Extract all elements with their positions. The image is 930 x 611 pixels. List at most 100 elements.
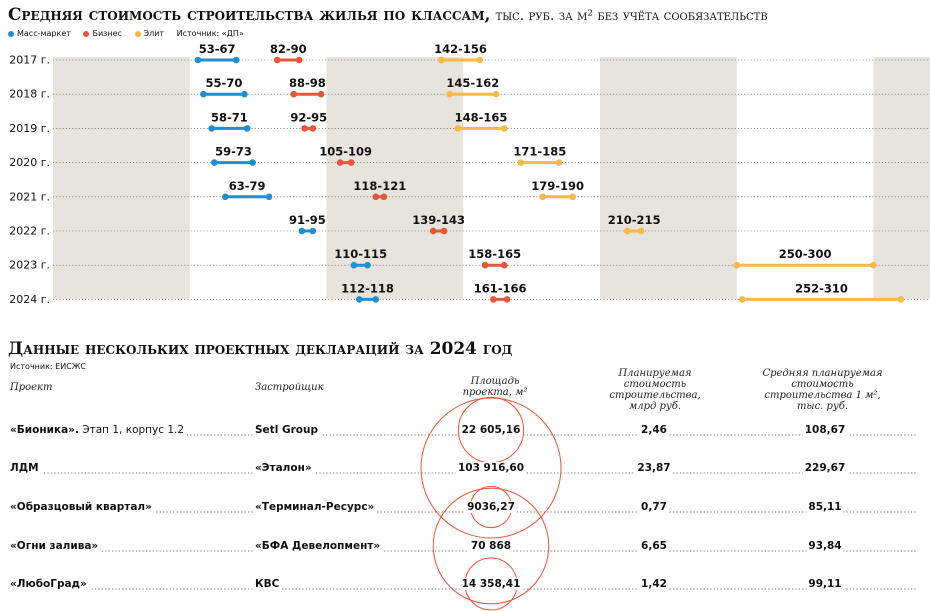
y-tick-label: 2024 г. <box>9 293 50 306</box>
cell-project: ЛДМ <box>10 462 42 474</box>
range-end-point <box>569 193 576 201</box>
range-end-point <box>265 193 273 201</box>
range-end-point <box>249 159 256 166</box>
data-label: 210-215 <box>608 213 661 227</box>
range-end-point <box>317 90 325 98</box>
range-end-point <box>364 261 371 269</box>
range-end-point <box>380 193 388 201</box>
range-start-point <box>208 125 215 132</box>
data-label: 110-115 <box>334 247 387 261</box>
cell-cost: 23,87 <box>635 462 673 474</box>
cell-project: «ЛюбоГрад» <box>10 578 90 590</box>
range-start-point <box>490 296 497 303</box>
range-end-point <box>500 261 508 269</box>
y-tick-label: 2019 г. <box>9 122 50 135</box>
range-start-point <box>624 227 631 235</box>
y-tick-label: 2023 г. <box>9 259 50 272</box>
data-label: 139-143 <box>412 213 465 227</box>
range-start-point <box>211 159 218 166</box>
range-end-point <box>440 227 448 235</box>
range-end-point <box>503 296 511 303</box>
range-end-point <box>476 56 483 64</box>
project-note: Этап 1, корпус 1.2 <box>78 424 185 436</box>
legend-dot-icon <box>8 30 14 37</box>
grid-band <box>600 57 737 299</box>
data-label: 161-166 <box>474 281 527 295</box>
legend-label: Элит <box>143 29 165 38</box>
data-label: 63-79 <box>229 179 266 193</box>
legend: Масс-маркет Бизнес Элит Источник: «ДП» <box>8 29 254 38</box>
range-start-point <box>200 90 207 98</box>
cell-project: «Бионика». Этап 1, корпус 1.2 <box>10 424 188 436</box>
cell-avg: 85,11 <box>806 501 844 513</box>
cell-project: «Огни залива» <box>10 540 102 552</box>
range-start-point <box>298 227 306 235</box>
data-label: 252-310 <box>795 281 848 295</box>
cell-area: 9036,27 <box>465 501 517 513</box>
data-label: 58-71 <box>211 110 248 124</box>
range-start-point <box>429 227 437 235</box>
grid-band <box>873 57 930 299</box>
range-start-point <box>438 56 445 64</box>
range-start-point <box>372 193 380 201</box>
range-end-point <box>309 125 317 132</box>
range-end-point <box>347 159 355 166</box>
chart-title-unit: тыс. руб. за м² без учёта сообязательств <box>495 8 768 24</box>
legend-label: Бизнес <box>92 29 122 38</box>
cell-area: 22 605,16 <box>459 424 523 436</box>
header-project: Проект <box>10 382 53 393</box>
table-source: Источник: ЕИСЖС <box>10 362 86 371</box>
y-tick-label: 2018 г. <box>9 88 50 101</box>
range-start-point <box>539 193 546 201</box>
header-avg: Средняя планируемая стоимость строительс… <box>762 368 883 412</box>
data-label: 105-109 <box>319 145 372 159</box>
cell-avg: 93,84 <box>806 540 844 552</box>
data-label: 55-70 <box>206 76 243 90</box>
data-label: 158-165 <box>468 247 521 261</box>
data-label: 91-95 <box>289 213 326 227</box>
range-start-point <box>350 261 358 269</box>
data-label: 112-118 <box>341 281 394 295</box>
cell-developer: «Терминал-Ресурс» <box>255 501 378 513</box>
cell-developer: Setl Group <box>255 424 321 436</box>
cell-cost: 6,65 <box>639 540 669 552</box>
grid-band <box>326 57 464 299</box>
cell-developer: «Эталон» <box>255 462 315 474</box>
range-start-point <box>454 125 462 132</box>
project-name: «ЛюбоГрад» <box>10 578 87 590</box>
cell-avg: 108,67 <box>802 424 848 436</box>
y-tick-label: 2021 г. <box>9 190 50 203</box>
header-area: Площадь проекта, м² <box>462 376 528 398</box>
range-end-point <box>295 56 303 64</box>
legend-item-elite: Элит <box>134 29 165 38</box>
cell-area: 70 868 <box>468 540 514 552</box>
data-label: 250-300 <box>779 247 832 261</box>
y-tick-label: 2022 г. <box>9 225 50 238</box>
legend-dot-icon <box>134 30 141 37</box>
range-end-point <box>492 90 500 98</box>
cell-developer: КВС <box>255 578 283 590</box>
range-end-point <box>870 261 877 269</box>
data-label: 118-121 <box>353 179 406 193</box>
cell-cost: 1,42 <box>639 578 669 590</box>
range-start-point <box>481 261 489 269</box>
area-circle <box>420 397 562 539</box>
range-start-point <box>194 56 202 64</box>
project-name: ЛДМ <box>10 462 39 474</box>
range-end-point <box>372 296 380 303</box>
range-end-point <box>243 125 251 132</box>
legend-item-mass: Масс-маркет <box>8 29 71 38</box>
data-label: 88-98 <box>289 76 326 90</box>
project-name: «Образцовый квартал» <box>10 501 152 513</box>
cell-avg: 99,11 <box>806 578 844 590</box>
y-tick-label: 2017 г. <box>9 54 50 67</box>
data-label: 53-67 <box>199 42 236 56</box>
range-start-point <box>446 90 453 98</box>
header-cost: Планируемая стоимость строительства, млр… <box>609 368 701 412</box>
range-end-point <box>232 56 240 64</box>
range-start-point <box>301 125 308 132</box>
data-label: 59-73 <box>215 145 252 159</box>
cell-area: 103 916,60 <box>455 462 527 474</box>
legend-dot-icon <box>83 30 90 37</box>
range-end-point <box>241 90 248 98</box>
